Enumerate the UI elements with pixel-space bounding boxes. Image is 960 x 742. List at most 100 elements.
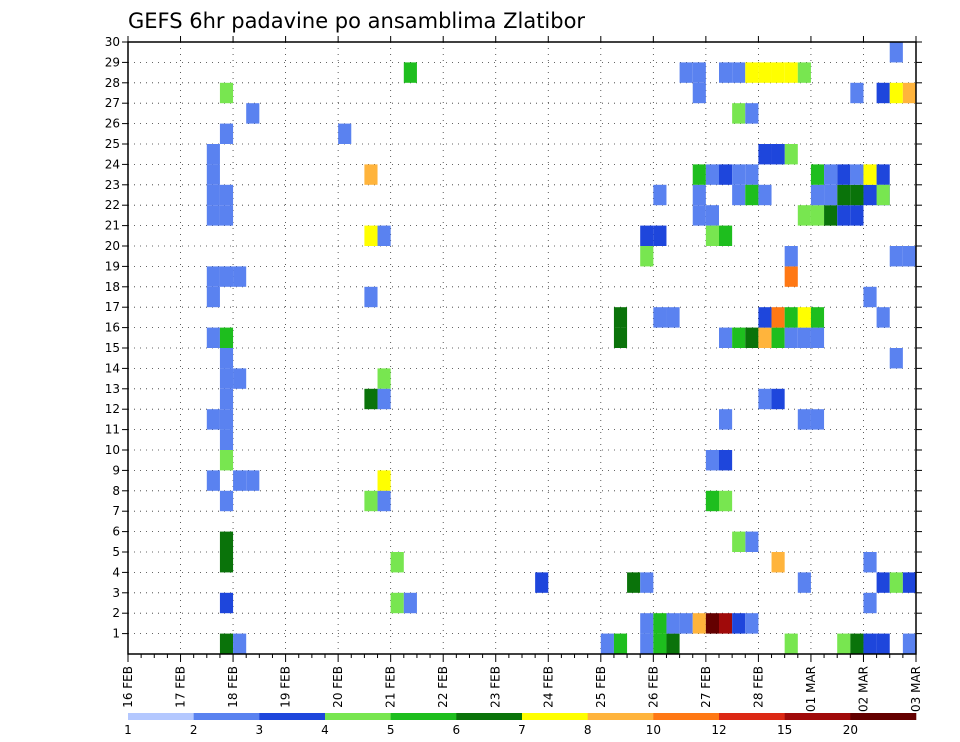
cell-38 — [377, 368, 391, 389]
y-tick-label-26: 26 — [105, 117, 120, 131]
cell-78 — [705, 164, 719, 185]
y-tick-label-30: 30 — [105, 35, 120, 49]
y-tick-label-4: 4 — [112, 565, 120, 579]
cell-44 — [390, 552, 404, 573]
cell-167 — [837, 633, 851, 654]
cell-55 — [653, 633, 667, 654]
cell-16 — [219, 348, 234, 369]
cell-60 — [679, 613, 693, 634]
y-tick-label-28: 28 — [105, 76, 120, 90]
cell-67 — [640, 225, 654, 246]
cell-130 — [810, 164, 825, 185]
cell-74 — [705, 225, 719, 246]
cell-19 — [206, 286, 220, 308]
y-tick-label-2: 2 — [112, 606, 120, 620]
cell-114 — [784, 246, 798, 267]
cell-157 — [863, 592, 877, 614]
cell-159 — [876, 572, 890, 593]
colorbar-label-3: 4 — [321, 723, 329, 737]
cell-63 — [719, 613, 733, 634]
cell-3 — [219, 552, 234, 573]
cell-61 — [692, 613, 706, 634]
cell-110 — [784, 307, 798, 328]
colorbar-swatch-5 — [456, 713, 523, 720]
x-tick-label-4: 20 FEB — [331, 666, 345, 708]
cell-145 — [719, 409, 733, 430]
cell-71 — [653, 184, 667, 206]
cell-72 — [692, 205, 706, 226]
cell-77 — [692, 164, 706, 185]
cell-66 — [640, 246, 654, 267]
cell-156 — [902, 246, 916, 267]
cell-41 — [377, 470, 391, 491]
cell-97 — [758, 144, 772, 165]
cell-53 — [640, 572, 654, 593]
x-tick-label-7: 23 FEB — [489, 666, 503, 708]
cell-50 — [613, 327, 628, 348]
cell-26 — [219, 184, 234, 206]
cell-140 — [732, 531, 746, 552]
cell-40 — [377, 388, 391, 410]
colorbar-label-0: 1 — [124, 723, 132, 737]
y-tick-label-19: 19 — [105, 259, 120, 273]
cell-148 — [889, 82, 903, 104]
cell-109 — [771, 307, 785, 328]
cell-107 — [810, 327, 825, 348]
cell-5 — [219, 490, 234, 512]
cell-65 — [745, 613, 759, 634]
y-tick-label-3: 3 — [112, 586, 120, 600]
y-tick-label-24: 24 — [105, 157, 120, 171]
cell-151 — [889, 42, 903, 63]
cell-12 — [219, 409, 234, 430]
cell-88 — [719, 62, 733, 83]
y-tick-label-16: 16 — [105, 321, 120, 335]
cell-1 — [233, 633, 247, 654]
cell-82 — [732, 184, 746, 206]
y-tick-label-21: 21 — [105, 219, 120, 233]
y-tick-label-5: 5 — [112, 545, 120, 559]
cell-96 — [771, 144, 785, 165]
cell-115 — [797, 205, 811, 226]
cell-68 — [653, 225, 667, 246]
cell-158 — [863, 552, 877, 573]
cell-6 — [206, 470, 220, 491]
y-tick-label-25: 25 — [105, 137, 120, 151]
cell-132 — [876, 184, 890, 206]
cell-24 — [219, 205, 234, 226]
cell-18 — [219, 327, 234, 348]
cell-33 — [338, 123, 352, 144]
cell-85 — [692, 62, 706, 83]
colorbar-swatch-8 — [653, 713, 720, 720]
chart-title: GEFS 6hr padavine po ansamblima Zlatibor — [128, 9, 585, 33]
x-tick-label-11: 27 FEB — [699, 666, 713, 708]
cell-25 — [206, 184, 220, 206]
cell-146 — [850, 82, 864, 104]
cell-91 — [758, 62, 772, 83]
colorbar-label-2: 3 — [256, 723, 264, 737]
cell-22 — [233, 266, 247, 287]
x-tick-label-8: 24 FEB — [541, 666, 555, 708]
colorbar-swatch-6 — [522, 713, 588, 720]
cell-116 — [810, 205, 825, 226]
cell-137 — [771, 552, 785, 573]
cell-126 — [837, 164, 851, 185]
cell-27 — [206, 164, 220, 185]
cell-51 — [613, 307, 628, 328]
cell-64 — [732, 613, 746, 634]
cell-99 — [745, 103, 759, 124]
cell-4 — [219, 531, 234, 552]
cell-136 — [771, 388, 785, 410]
x-tick-label-9: 25 FEB — [594, 666, 608, 708]
y-tick-label-10: 10 — [105, 443, 120, 457]
cell-149 — [902, 82, 916, 104]
cell-129 — [876, 164, 890, 185]
cell-17 — [206, 327, 220, 348]
cell-8 — [246, 470, 260, 491]
cell-90 — [745, 62, 759, 83]
colorbar-label-9: 12 — [711, 723, 726, 737]
cell-76 — [692, 184, 706, 206]
y-tick-label-20: 20 — [105, 239, 120, 253]
colorbar-label-4: 5 — [387, 723, 395, 737]
cell-170 — [876, 633, 890, 654]
